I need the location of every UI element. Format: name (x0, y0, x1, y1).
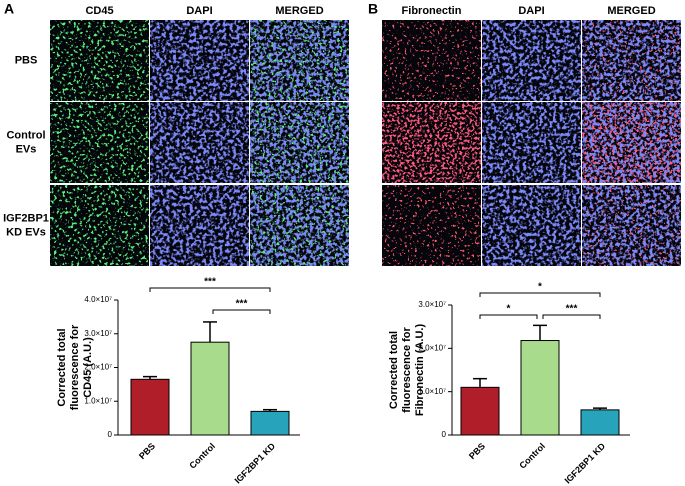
stain (150, 185, 249, 266)
bar (190, 341, 230, 436)
significance-label: *** (566, 304, 578, 315)
y-axis-label: CD45 (A.U.) (82, 337, 94, 398)
significance-label: *** (204, 277, 216, 288)
significance-bracket (542, 314, 601, 319)
y-axis-label: fluorescence for (401, 326, 413, 412)
bar (250, 410, 290, 436)
x-tick-label: Control (187, 441, 217, 471)
stain (250, 102, 349, 183)
x-tick-label: PBS (467, 441, 487, 461)
stain (50, 20, 149, 101)
stain (482, 185, 581, 266)
stain (150, 102, 249, 183)
significance-bracket (479, 292, 601, 297)
stain (582, 185, 681, 266)
y-tick-label: 0 (108, 430, 113, 439)
y-tick-label: 1.0×10⁷ (84, 396, 112, 405)
stain (482, 102, 581, 183)
stain (50, 185, 149, 266)
column-header: Fibronectin (402, 5, 462, 17)
significance-label: * (538, 282, 542, 293)
x-tick-label: PBS (137, 441, 157, 461)
column-header: CD45 (85, 5, 113, 17)
significance-bracket (479, 314, 538, 319)
bar (520, 340, 560, 436)
y-tick-label: 3.0×10⁷ (84, 329, 112, 338)
row-label: KD EVs (6, 226, 46, 238)
stain (382, 185, 481, 266)
column-header: DAPI (186, 5, 212, 17)
bar (580, 409, 620, 436)
significance-label: *** (236, 299, 248, 310)
significance-bracket (212, 309, 271, 314)
panel-label: A (4, 1, 14, 17)
y-axis-label: Corrected total (388, 331, 400, 409)
y-tick-label: 0 (442, 430, 447, 439)
row-label: PBS (15, 54, 38, 66)
x-tick-label: IGF2BP1 KD (233, 441, 278, 486)
y-tick-label: 2.0×10⁷ (418, 343, 446, 352)
x-tick-label: Control (517, 441, 547, 471)
stain (582, 102, 681, 183)
bar (460, 386, 500, 436)
row-label: IGF2BP1 (3, 212, 49, 224)
stain (382, 102, 481, 183)
y-axis-label: fluorescence for (69, 324, 81, 410)
stain (250, 185, 349, 266)
x-tick-label: IGF2BP1 KD (563, 441, 608, 486)
significance-bracket (149, 287, 271, 292)
stain (382, 20, 481, 101)
column-header: MERGED (275, 5, 323, 17)
stain (250, 20, 349, 101)
y-tick-label: 1.0×10⁷ (418, 387, 446, 396)
significance-label: * (507, 304, 511, 315)
column-header: DAPI (518, 5, 544, 17)
panel-label: B (368, 1, 378, 17)
y-tick-label: 2.0×10⁷ (84, 363, 112, 372)
micrographs (50, 20, 681, 266)
y-axis-label: Fibronectin (A.U.) (414, 324, 426, 417)
y-axis-label: Corrected total (56, 328, 68, 406)
y-tick-label: 4.0×10⁷ (84, 295, 112, 304)
row-label: Control (6, 129, 45, 141)
bar (130, 378, 170, 436)
stain (50, 102, 149, 183)
stain (482, 20, 581, 101)
column-header: MERGED (607, 5, 655, 17)
row-label: EVs (16, 143, 37, 155)
stain (150, 20, 249, 101)
y-tick-label: 3.0×10⁷ (418, 300, 446, 309)
stain (582, 20, 681, 101)
